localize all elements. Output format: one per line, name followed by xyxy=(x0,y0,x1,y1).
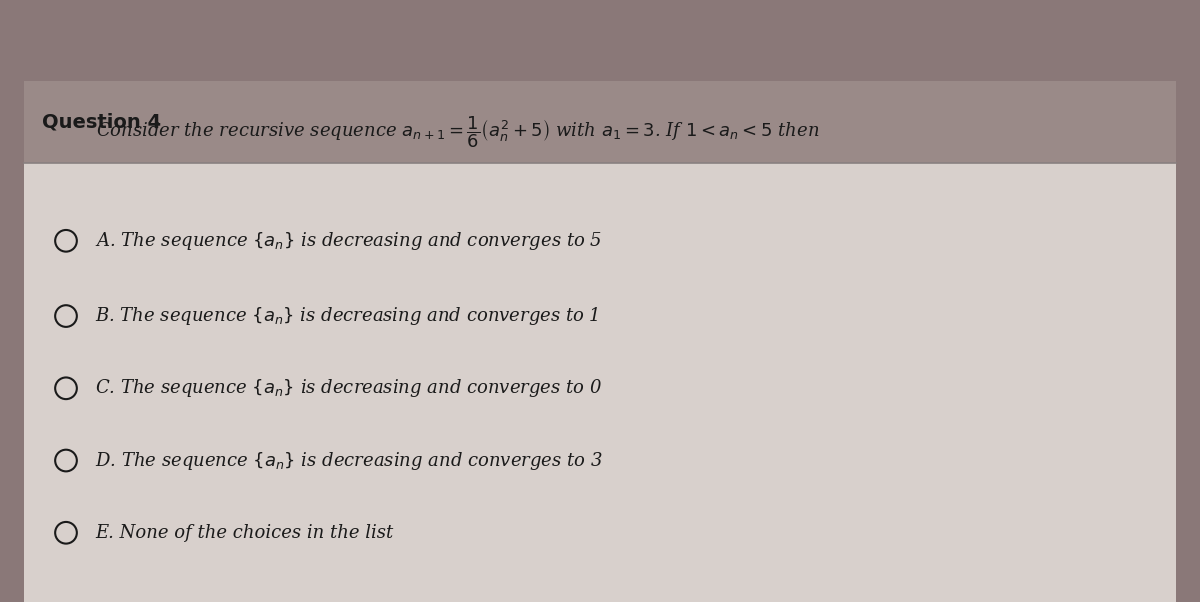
Text: Question 4: Question 4 xyxy=(42,113,161,131)
Text: B. The sequence $\{a_{n}\}$ is decreasing and converges to 1: B. The sequence $\{a_{n}\}$ is decreasin… xyxy=(95,305,599,327)
Bar xyxy=(24,81,1176,602)
Text: A. The sequence $\{a_{n}\}$ is decreasing and converges to 5: A. The sequence $\{a_{n}\}$ is decreasin… xyxy=(95,230,602,252)
Text: C. The sequence $\{a_{n}\}$ is decreasing and converges to 0: C. The sequence $\{a_{n}\}$ is decreasin… xyxy=(95,377,602,399)
Bar xyxy=(24,81,1176,163)
Text: Consider the recursive sequence $a_{n+1} = \dfrac{1}{6}\left(a_{n}^{2}+5\right)$: Consider the recursive sequence $a_{n+1}… xyxy=(96,114,820,150)
Text: D. The sequence $\{a_{n}\}$ is decreasing and converges to 3: D. The sequence $\{a_{n}\}$ is decreasin… xyxy=(95,450,602,471)
Text: E. None of the choices in the list: E. None of the choices in the list xyxy=(95,524,394,542)
